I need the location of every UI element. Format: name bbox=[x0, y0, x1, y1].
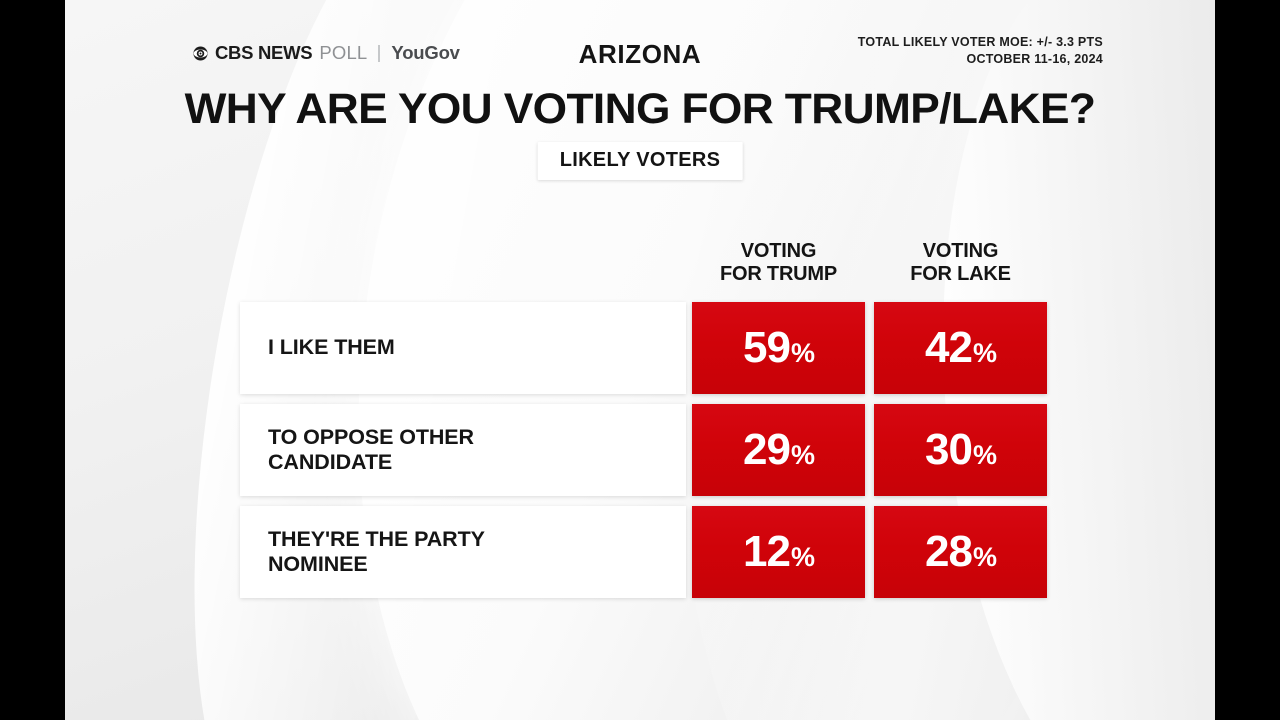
percent-sign: % bbox=[790, 440, 815, 470]
percent-sign: % bbox=[790, 338, 815, 368]
row-label: THEY'RE THE PARTY NOMINEE bbox=[268, 526, 485, 576]
subtitle-label: LIKELY VOTERS bbox=[559, 149, 721, 171]
header-bar: CBS NEWS POLL YouGov ARIZONA TOTAL LIKEL… bbox=[65, 0, 1215, 86]
value-number: 59 bbox=[743, 323, 791, 372]
table-row: TO OPPOSE OTHER CANDIDATE 29% 30% bbox=[240, 404, 1047, 504]
poll-results-table: VOTING FOR TRUMP VOTING FOR LAKE I LIKE … bbox=[240, 240, 1047, 608]
value-trump: 12% bbox=[743, 527, 815, 576]
value-cell-trump: 59% bbox=[692, 302, 865, 394]
moe-line-2: OCTOBER 11-16, 2024 bbox=[966, 52, 1103, 67]
value-number: 28 bbox=[925, 527, 973, 576]
value-number: 29 bbox=[743, 425, 791, 474]
row-label-panel: THEY'RE THE PARTY NOMINEE bbox=[240, 506, 686, 598]
row-label: I LIKE THEM bbox=[268, 335, 395, 360]
value-trump: 59% bbox=[743, 323, 815, 372]
value-lake: 30% bbox=[925, 425, 997, 474]
table-row: I LIKE THEM 59% 42% bbox=[240, 302, 1047, 402]
value-cell-lake: 28% bbox=[874, 506, 1047, 598]
value-trump: 29% bbox=[743, 425, 815, 474]
percent-sign: % bbox=[972, 542, 997, 572]
letterbox-left bbox=[0, 0, 65, 720]
row-label-panel: TO OPPOSE OTHER CANDIDATE bbox=[240, 404, 686, 496]
value-lake: 42% bbox=[925, 323, 997, 372]
row-label-panel: I LIKE THEM bbox=[240, 302, 686, 394]
value-number: 12 bbox=[743, 527, 791, 576]
moe-line-1: TOTAL LIKELY VOTER MOE: +/- 3.3 PTS bbox=[857, 35, 1103, 49]
percent-sign: % bbox=[972, 440, 997, 470]
value-number: 42 bbox=[925, 323, 973, 372]
value-cell-trump: 12% bbox=[692, 506, 865, 598]
letterbox-right bbox=[1215, 0, 1280, 720]
value-cell-trump: 29% bbox=[692, 404, 865, 496]
page-title: WHY ARE YOU VOTING FOR TRUMP/LAKE? bbox=[184, 85, 1096, 133]
value-lake: 28% bbox=[925, 527, 997, 576]
subtitle-badge: LIKELY VOTERS bbox=[537, 142, 743, 180]
value-number: 30 bbox=[925, 425, 973, 474]
column-header-voting-for-trump: VOTING FOR TRUMP bbox=[719, 240, 838, 285]
percent-sign: % bbox=[790, 542, 815, 572]
value-cell-lake: 30% bbox=[874, 404, 1047, 496]
table-row: THEY'RE THE PARTY NOMINEE 12% 28% bbox=[240, 506, 1047, 606]
table-column-headers: VOTING FOR TRUMP VOTING FOR LAKE bbox=[240, 240, 1040, 302]
graphic-stage: CBS NEWS POLL YouGov ARIZONA TOTAL LIKEL… bbox=[65, 0, 1215, 720]
percent-sign: % bbox=[972, 338, 997, 368]
column-header-voting-for-lake: VOTING FOR LAKE bbox=[910, 240, 1011, 285]
value-cell-lake: 42% bbox=[874, 302, 1047, 394]
row-label: TO OPPOSE OTHER CANDIDATE bbox=[268, 424, 474, 474]
margin-of-error-block: TOTAL LIKELY VOTER MOE: +/- 3.3 PTS OCTO… bbox=[858, 34, 1103, 69]
